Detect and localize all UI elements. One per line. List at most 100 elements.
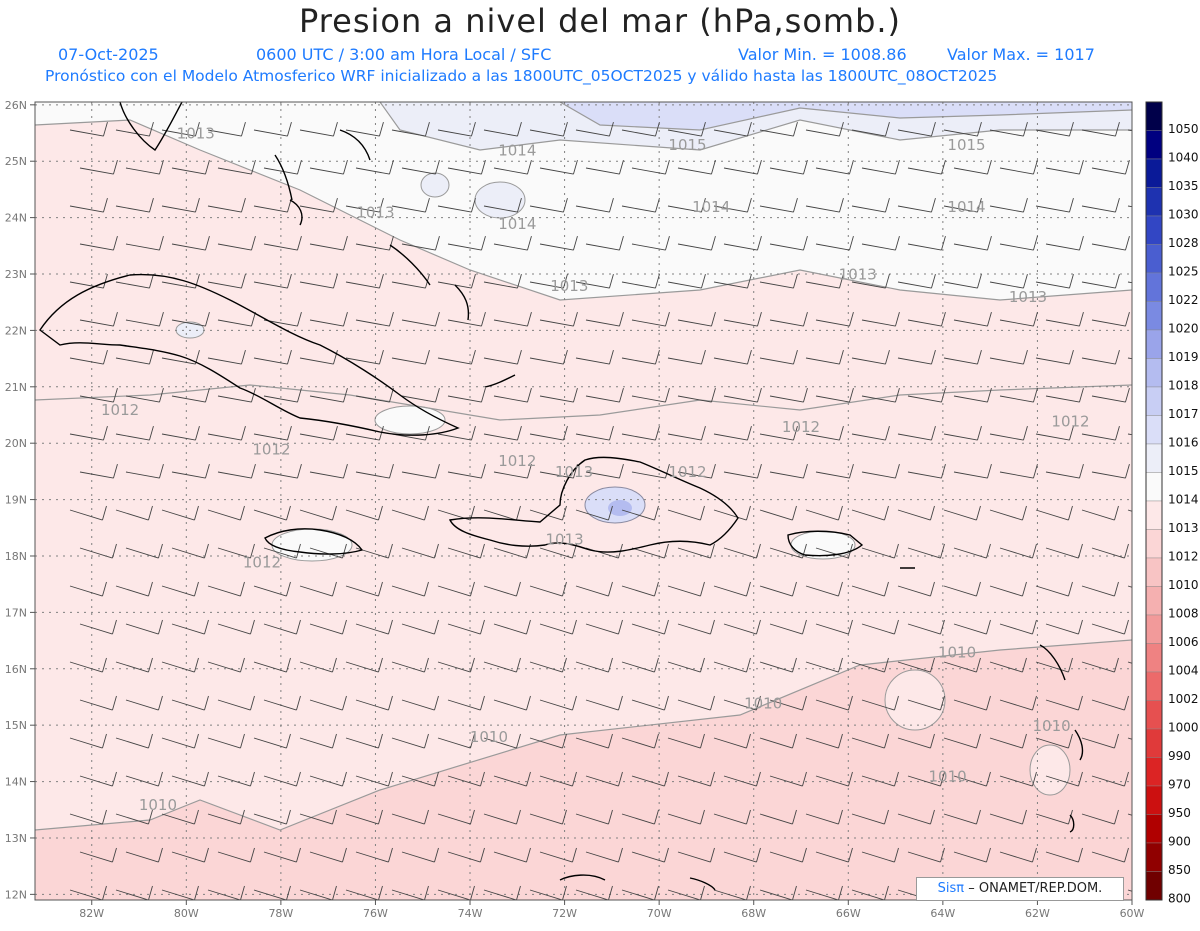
pocket-bahamas: [474, 181, 526, 219]
barb-flag: [849, 387, 854, 403]
barb-staff: [539, 395, 574, 403]
barb-staff: [263, 547, 297, 559]
barb-staff: [391, 205, 426, 213]
barb-staff: [161, 889, 195, 900]
barb-flag: [609, 349, 614, 365]
barb-flag: [792, 809, 797, 825]
barb-staff: [1091, 547, 1125, 559]
barb-flag: [471, 197, 476, 213]
contour-label: 1010: [928, 768, 966, 786]
barb-staff: [575, 129, 610, 137]
barb-staff: [1035, 129, 1070, 137]
barb-flag: [977, 425, 982, 441]
barb-staff: [631, 699, 665, 711]
barb-flag: [1078, 847, 1083, 863]
barb-flag: [425, 197, 430, 213]
legend-label: 1020: [1168, 322, 1199, 336]
barb-staff: [943, 813, 977, 825]
barb-staff: [575, 813, 609, 825]
barb-staff: [631, 471, 666, 479]
barb-flag: [562, 885, 567, 900]
barb-staff: [943, 357, 978, 365]
barb-staff: [115, 661, 149, 673]
barb-flag: [700, 505, 705, 521]
barb-staff: [401, 243, 436, 251]
barb-staff: [483, 813, 517, 825]
isobar-1013: [35, 119, 1132, 301]
legend-label: 950: [1168, 806, 1191, 820]
barb-flag: [1032, 619, 1037, 635]
barb-flag: [388, 543, 393, 559]
barb-staff: [79, 167, 114, 175]
barb-staff: [1045, 699, 1079, 711]
barb-flag: [470, 657, 475, 673]
barb-flag: [838, 885, 843, 900]
barb-flag: [1068, 657, 1073, 673]
barb-flag: [977, 349, 982, 365]
barb-staff: [345, 813, 379, 825]
barb-flag: [103, 121, 108, 137]
barb-staff: [815, 623, 849, 635]
barb-flag: [1124, 619, 1129, 635]
barb-flag: [930, 505, 935, 521]
barb-flag: [1078, 695, 1083, 711]
barb-flag: [424, 657, 429, 673]
barb-staff: [79, 319, 114, 327]
barb-staff: [989, 357, 1024, 365]
barb-flag: [378, 657, 383, 673]
barb-flag: [470, 809, 475, 825]
longitude-labels: 82W 80W 78W 76W 74W 72W 70W 68W 66W 64W 62W 60W: [79, 900, 1145, 920]
barb-flag: [343, 159, 348, 175]
barb-flag: [434, 847, 439, 863]
barb-staff: [263, 851, 297, 863]
barb-staff: [1045, 471, 1080, 479]
barb-staff: [989, 509, 1023, 521]
barb-staff: [447, 243, 482, 251]
barb-flag: [159, 159, 164, 175]
barb-flag: [747, 425, 752, 441]
barb-flag: [1115, 197, 1120, 213]
barb-flag: [710, 847, 715, 863]
barb-flag: [481, 311, 486, 327]
barb-staff: [769, 395, 804, 403]
barb-flag: [470, 733, 475, 749]
barb-flag: [435, 387, 440, 403]
barb-staff: [943, 129, 978, 137]
barb-staff: [805, 813, 839, 825]
lat-label: 13N: [5, 832, 27, 845]
barb-staff: [851, 737, 885, 749]
barb-flag: [425, 425, 430, 441]
legend-label: 1025: [1168, 265, 1199, 279]
barb-flag: [526, 847, 531, 863]
barb-staff: [207, 661, 241, 673]
barb-staff: [851, 813, 885, 825]
barb-flag: [1079, 387, 1084, 403]
barb-flag: [700, 809, 705, 825]
barb-staff: [851, 433, 886, 441]
barb-flag: [286, 733, 291, 749]
barb-staff: [299, 281, 334, 289]
barb-staff: [999, 471, 1034, 479]
contour-label: 1010: [1033, 717, 1071, 735]
barb-flag: [333, 425, 338, 441]
barb-flag: [941, 387, 946, 403]
barb-flag: [194, 581, 199, 597]
barb-staff: [851, 509, 885, 521]
barb-staff: [999, 547, 1033, 559]
barb-flag: [803, 387, 808, 403]
barb-flag: [1022, 657, 1027, 673]
barb-staff: [355, 167, 390, 175]
lat-label: 22N: [5, 324, 27, 337]
barb-staff: [1035, 585, 1069, 597]
barb-staff: [815, 395, 850, 403]
barb-flag: [241, 425, 246, 441]
barb-flag: [849, 311, 854, 327]
barb-flag: [655, 273, 660, 289]
barb-staff: [585, 395, 620, 403]
barb-flag: [976, 581, 981, 597]
barb-flag: [332, 733, 337, 749]
barb-staff: [621, 661, 655, 673]
barb-staff: [713, 661, 747, 673]
barb-flag: [1124, 695, 1129, 711]
barb-staff: [575, 889, 609, 900]
